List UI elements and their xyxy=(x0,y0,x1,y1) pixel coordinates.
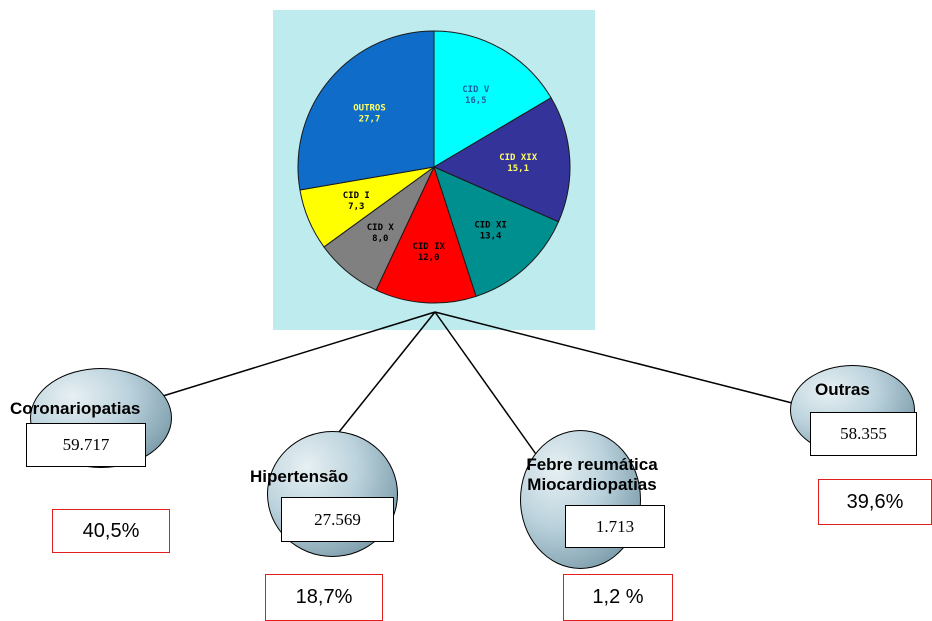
category-label-febre: Febre reumática Miocardiopatias xyxy=(494,455,690,495)
count-box-coronariopatias: 59.717 xyxy=(26,423,146,467)
pie-slice-cid-xix xyxy=(432,97,571,223)
category-label-hipertensao: Hipertensão xyxy=(250,467,349,486)
category-label-febre-line1: Febre reumática xyxy=(526,455,658,474)
pie-slice-label-cid-ix: CID IX 12,0 xyxy=(412,242,445,263)
count-box-febre: 1.713 xyxy=(565,505,665,548)
pie-chart: CID V 16,5 CID XIX 15,1 CID XI 13,4 CID IX 12,0… xyxy=(297,30,571,304)
pie-slice-label-cid-x: CID X 8,0 xyxy=(367,223,395,244)
percent-box-coronariopatias: 40,5% xyxy=(52,509,170,553)
percent-box-febre: 1,2 % xyxy=(563,574,673,621)
pie-slice-label-cid-xi: CID XI 13,4 xyxy=(474,221,507,242)
percent-box-outras: 39,6% xyxy=(818,479,932,525)
pie-chart-panel: CID V 16,5 CID XIX 15,1 CID XI 13,4 CID IX 12,0… xyxy=(273,10,595,330)
category-label-outras: Outras xyxy=(815,380,870,399)
pie-slice-outros xyxy=(297,30,435,191)
connector-line-febre xyxy=(434,311,539,458)
pie-slice-label-outros: OUTROS 27,7 xyxy=(353,104,386,125)
pie-slice-label-cid-i: CID I 7,3 xyxy=(343,191,370,212)
pie-slice-label-cid-v: CID V 16,5 xyxy=(462,85,490,106)
category-oval-febre xyxy=(520,430,641,569)
pie-slice-cid-xi xyxy=(433,166,560,297)
category-label-febre-line2: Miocardiopatias xyxy=(527,475,657,494)
connector-line-hipertensao xyxy=(326,311,436,448)
count-box-outras: 58.355 xyxy=(810,412,917,456)
count-box-hipertensao: 27.569 xyxy=(281,497,394,542)
category-label-coronariopatias: Coronariopatias xyxy=(10,399,141,418)
pie-slice-cid-ix xyxy=(375,165,477,304)
pie-slice-cid-v xyxy=(433,30,552,168)
percent-box-hipertensao: 18,7% xyxy=(265,574,383,621)
pie-slice-label-cid-xix: CID XIX 15,1 xyxy=(499,153,538,174)
